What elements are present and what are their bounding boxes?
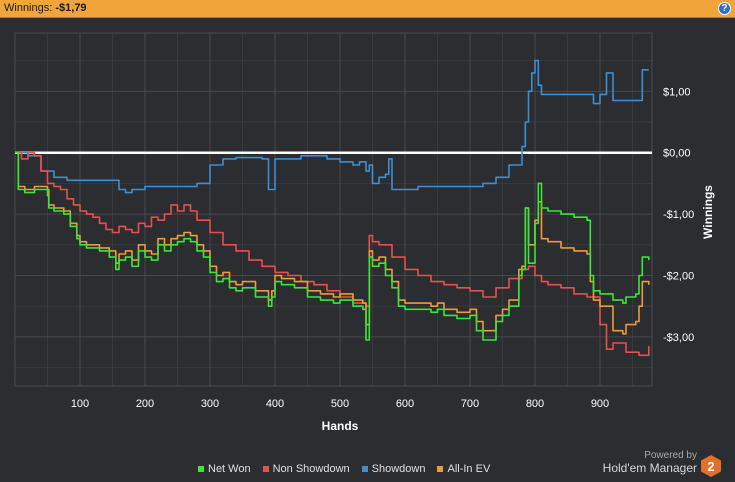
legend-swatch-showdown: [361, 466, 368, 472]
powered-by-label: Powered by: [644, 450, 697, 461]
y-axis-title: Winnings: [701, 185, 715, 239]
legend-item-all-in-ev[interactable]: All-In EV: [437, 463, 490, 475]
x-tick-label: 200: [136, 398, 154, 410]
x-tick-labels: 100 200 300 400 500 600 700 800 900: [71, 398, 609, 410]
series-group: [15, 59, 650, 357]
legend-label-non-showdown: Non Showdown: [272, 463, 350, 475]
series-line-all-in-ev: [15, 151, 650, 335]
grid: [14, 32, 653, 387]
legend-item-showdown[interactable]: Showdown: [361, 463, 426, 475]
legend-label-net-won: Net Won: [208, 463, 251, 475]
x-tick-label: 300: [201, 398, 219, 410]
series-line-non-showdown: [15, 151, 650, 357]
x-tick-label: 500: [331, 398, 349, 410]
series-line-net-won: [15, 151, 650, 341]
winnings-summary: Winnings: -$1,79: [4, 2, 87, 14]
product-name: Hold'em Manager: [602, 461, 697, 475]
x-tick-label: 700: [461, 398, 479, 410]
legend: Net Won Non Showdown Showdown All-In EV: [198, 462, 490, 476]
y-tick-labels: $1,00 $0,00 -$1,00 -$2,00 -$3,00: [663, 86, 694, 344]
winnings-value: -$1,79: [55, 2, 87, 14]
series-line-showdown: [15, 59, 649, 194]
y-tick-label: -$1,00: [663, 209, 694, 221]
x-axis-title: Hands: [322, 419, 359, 433]
winnings-chart: $1,00 $0,00 -$1,00 -$2,00 -$3,00 100 200 300 40…: [14, 32, 715, 433]
x-tick-label: 400: [266, 398, 284, 410]
x-tick-label: 900: [591, 398, 609, 410]
logo-digit: 2: [707, 459, 714, 474]
y-tick-label: -$3,00: [663, 332, 694, 344]
powered-by: Powered by Hold'em Manager: [603, 450, 697, 474]
holdem-manager-logo-icon: 2: [701, 455, 721, 477]
winnings-label: Winnings:: [4, 2, 53, 14]
legend-item-non-showdown[interactable]: Non Showdown: [262, 463, 350, 475]
y-tick-label: $0,00: [663, 148, 691, 160]
legend-swatch-all-in-ev: [437, 466, 444, 472]
header-bar: Winnings: -$1,79 ?: [0, 0, 735, 18]
y-tick-label: -$2,00: [663, 270, 694, 282]
x-tick-label: 100: [71, 398, 89, 410]
legend-swatch-non-showdown: [262, 466, 269, 472]
help-icon[interactable]: ?: [718, 2, 731, 15]
x-tick-label: 600: [396, 398, 414, 410]
plot-frame: [14, 32, 653, 387]
legend-item-net-won[interactable]: Net Won: [198, 463, 251, 475]
legend-swatch-net-won: [198, 466, 204, 472]
y-tick-label: $1,00: [663, 86, 691, 98]
x-tick-label: 800: [526, 398, 544, 410]
legend-label-all-in-ev: All-In EV: [447, 463, 491, 475]
legend-label-showdown: Showdown: [371, 463, 426, 475]
